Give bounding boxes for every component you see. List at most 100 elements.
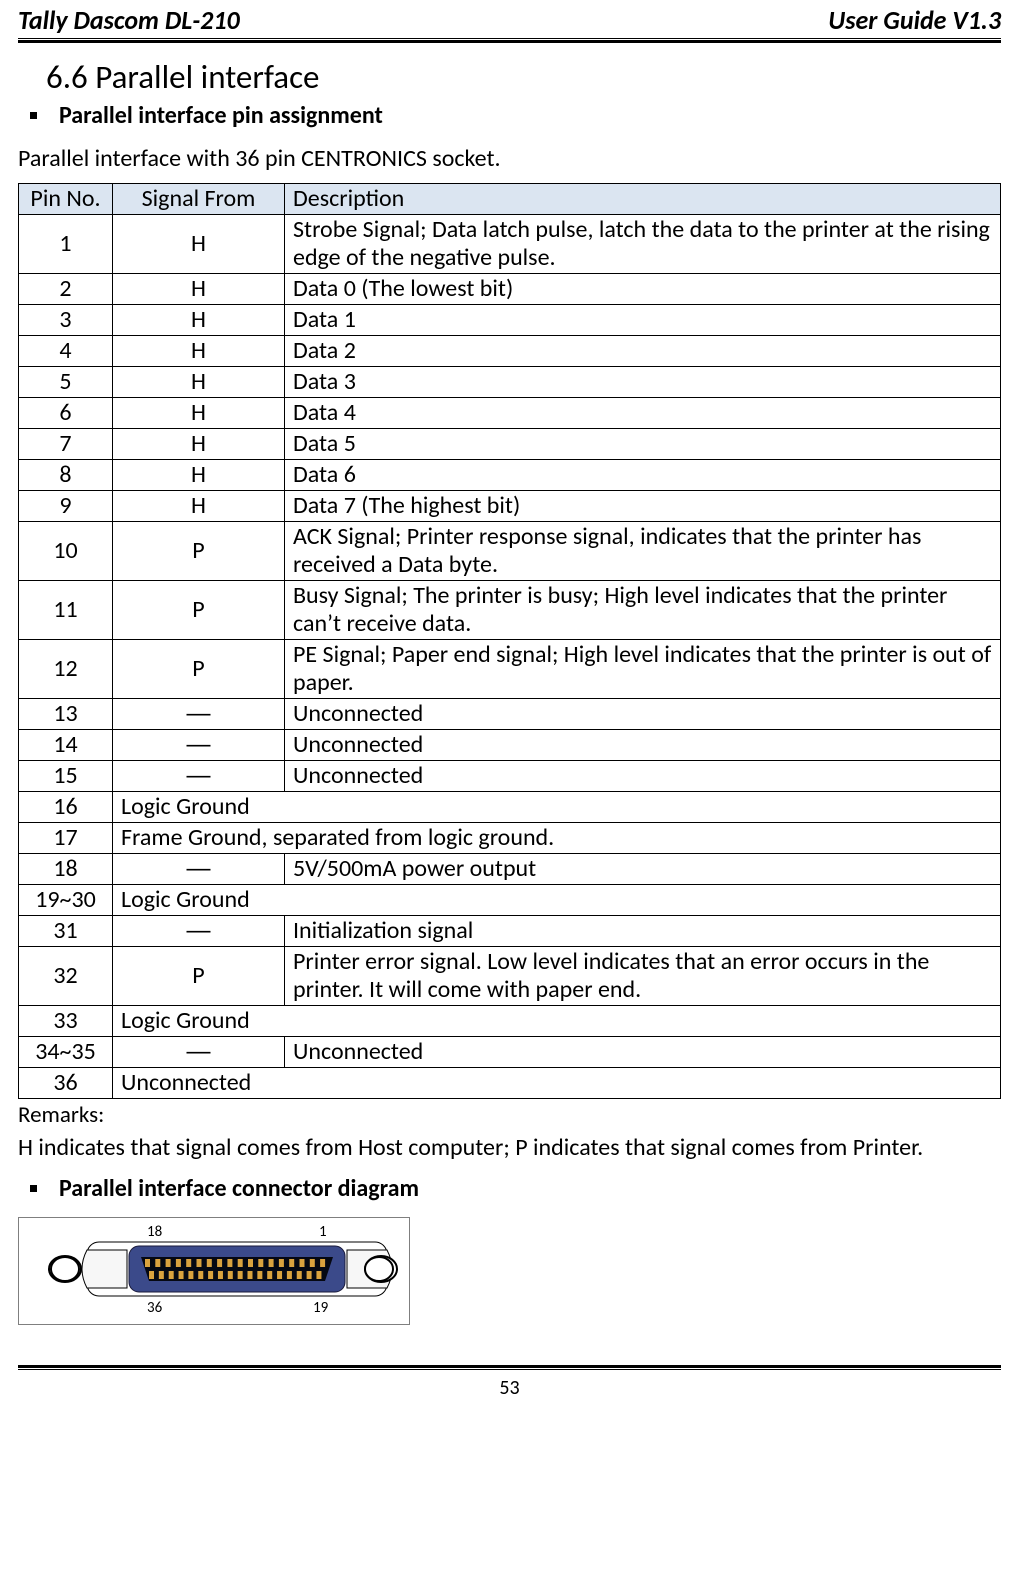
cell-signal: —: [113, 854, 285, 885]
pin-top: [176, 1259, 181, 1267]
table-row: 1HStrobe Signal; Data latch pulse, latch…: [19, 215, 1001, 274]
cell-signal: P: [113, 581, 285, 640]
pin-bottom: [179, 1271, 184, 1279]
th-pin: Pin No.: [19, 184, 113, 215]
pin-bottom: [208, 1271, 213, 1279]
table-row: 17Frame Ground, separated from logic gro…: [19, 823, 1001, 854]
pin-top: [145, 1259, 150, 1267]
cell-desc: Data 5: [285, 429, 1001, 460]
cell-desc: Frame Ground, separated from logic groun…: [113, 823, 1001, 854]
table-row: 34~35—Unconnected: [19, 1037, 1001, 1068]
cell-signal: H: [113, 491, 285, 522]
bullet-icon: [30, 1185, 37, 1192]
cell-desc: PE Signal; Paper end signal; High level …: [285, 640, 1001, 699]
screw-left: [51, 1257, 79, 1281]
pin-top: [258, 1259, 263, 1267]
cell-desc: Busy Signal; The printer is busy; High l…: [285, 581, 1001, 640]
cell-pin: 31: [19, 916, 113, 947]
table-row: 10PACK Signal; Printer response signal, …: [19, 522, 1001, 581]
cell-desc: Unconnected: [285, 761, 1001, 792]
label-18: 18: [147, 1224, 162, 1241]
screw-right: [365, 1257, 393, 1281]
bullet-text: Parallel interface pin assignment: [59, 101, 383, 130]
th-desc: Description: [285, 184, 1001, 215]
cell-signal: —: [113, 1037, 285, 1068]
footer-rule: [18, 1365, 1001, 1370]
cell-signal: —: [113, 699, 285, 730]
pin-top: [155, 1259, 160, 1267]
pin-top: [197, 1259, 202, 1267]
table-row: 31—Initialization signal: [19, 916, 1001, 947]
cell-signal: H: [113, 398, 285, 429]
remarks-body: H indicates that signal comes from Host …: [18, 1133, 1001, 1162]
bullet-pin-assignment: Parallel interface pin assignment: [18, 101, 1001, 130]
table-row: 3HData 1: [19, 305, 1001, 336]
cell-signal: —: [113, 761, 285, 792]
cell-pin: 10: [19, 522, 113, 581]
intro-text: Parallel interface with 36 pin CENTRONIC…: [18, 144, 1001, 173]
cell-desc: Data 1: [285, 305, 1001, 336]
table-row: 36Unconnected: [19, 1068, 1001, 1099]
pin-top: [207, 1259, 212, 1267]
cell-desc: 5V/500mA power output: [285, 854, 1001, 885]
cell-signal: H: [113, 274, 285, 305]
cell-pin: 13: [19, 699, 113, 730]
pin-bottom: [149, 1271, 154, 1279]
cell-desc: Data 0 (The lowest bit): [285, 274, 1001, 305]
table-row: 16Logic Ground: [19, 792, 1001, 823]
cell-desc: Unconnected: [285, 1037, 1001, 1068]
table-row: 15—Unconnected: [19, 761, 1001, 792]
table-row: 8HData 6: [19, 460, 1001, 491]
table-header-row: Pin No. Signal From Description: [19, 184, 1001, 215]
th-signal: Signal From: [113, 184, 285, 215]
cell-desc: Data 2: [285, 336, 1001, 367]
cell-pin: 2: [19, 274, 113, 305]
bullet-text: Parallel interface connector diagram: [59, 1174, 419, 1203]
cell-pin: 14: [19, 730, 113, 761]
cell-signal: P: [113, 640, 285, 699]
pin-top: [166, 1259, 171, 1267]
pin-top: [269, 1259, 274, 1267]
cell-pin: 17: [19, 823, 113, 854]
label-36: 36: [147, 1299, 163, 1316]
pin-bottom: [238, 1271, 243, 1279]
cell-desc: Logic Ground: [113, 885, 1001, 916]
table-row: 7HData 5: [19, 429, 1001, 460]
pin-top: [227, 1259, 232, 1267]
pin-top: [217, 1259, 222, 1267]
cell-pin: 3: [19, 305, 113, 336]
pin-bottom: [248, 1271, 253, 1279]
table-row: 13—Unconnected: [19, 699, 1001, 730]
table-row: 11PBusy Signal; The printer is busy; Hig…: [19, 581, 1001, 640]
cell-pin: 12: [19, 640, 113, 699]
table-row: 5HData 3: [19, 367, 1001, 398]
bullet-connector-diagram: Parallel interface connector diagram: [18, 1174, 1001, 1203]
table-row: 19~30Logic Ground: [19, 885, 1001, 916]
header-right: User Guide V1.3: [828, 4, 1001, 36]
pin-bottom: [257, 1271, 262, 1279]
pin-bottom: [316, 1271, 321, 1279]
pin-bottom: [297, 1271, 302, 1279]
cell-desc: Strobe Signal; Data latch pulse, latch t…: [285, 215, 1001, 274]
cell-pin: 11: [19, 581, 113, 640]
cell-signal: —: [113, 916, 285, 947]
cell-pin: 33: [19, 1006, 113, 1037]
pin-bottom: [287, 1271, 292, 1279]
table-row: 18—5V/500mA power output: [19, 854, 1001, 885]
pin-bottom: [159, 1271, 164, 1279]
cell-pin: 15: [19, 761, 113, 792]
pin-top: [248, 1259, 253, 1267]
pin-bottom: [307, 1271, 312, 1279]
table-row: 14—Unconnected: [19, 730, 1001, 761]
pin-top: [279, 1259, 284, 1267]
pin-top: [238, 1259, 243, 1267]
cell-signal: H: [113, 336, 285, 367]
pin-bottom: [218, 1271, 223, 1279]
connector-svg: 18 1 36 19: [29, 1224, 399, 1316]
connector-diagram: 18 1 36 19: [18, 1217, 410, 1325]
label-19: 19: [313, 1299, 329, 1316]
section-title: 6.6 Parallel interface: [46, 57, 1001, 97]
cell-desc: Logic Ground: [113, 792, 1001, 823]
cell-desc: Data 7 (The highest bit): [285, 491, 1001, 522]
page-header: Tally Dascom DL-210 User Guide V1.3: [18, 0, 1001, 38]
